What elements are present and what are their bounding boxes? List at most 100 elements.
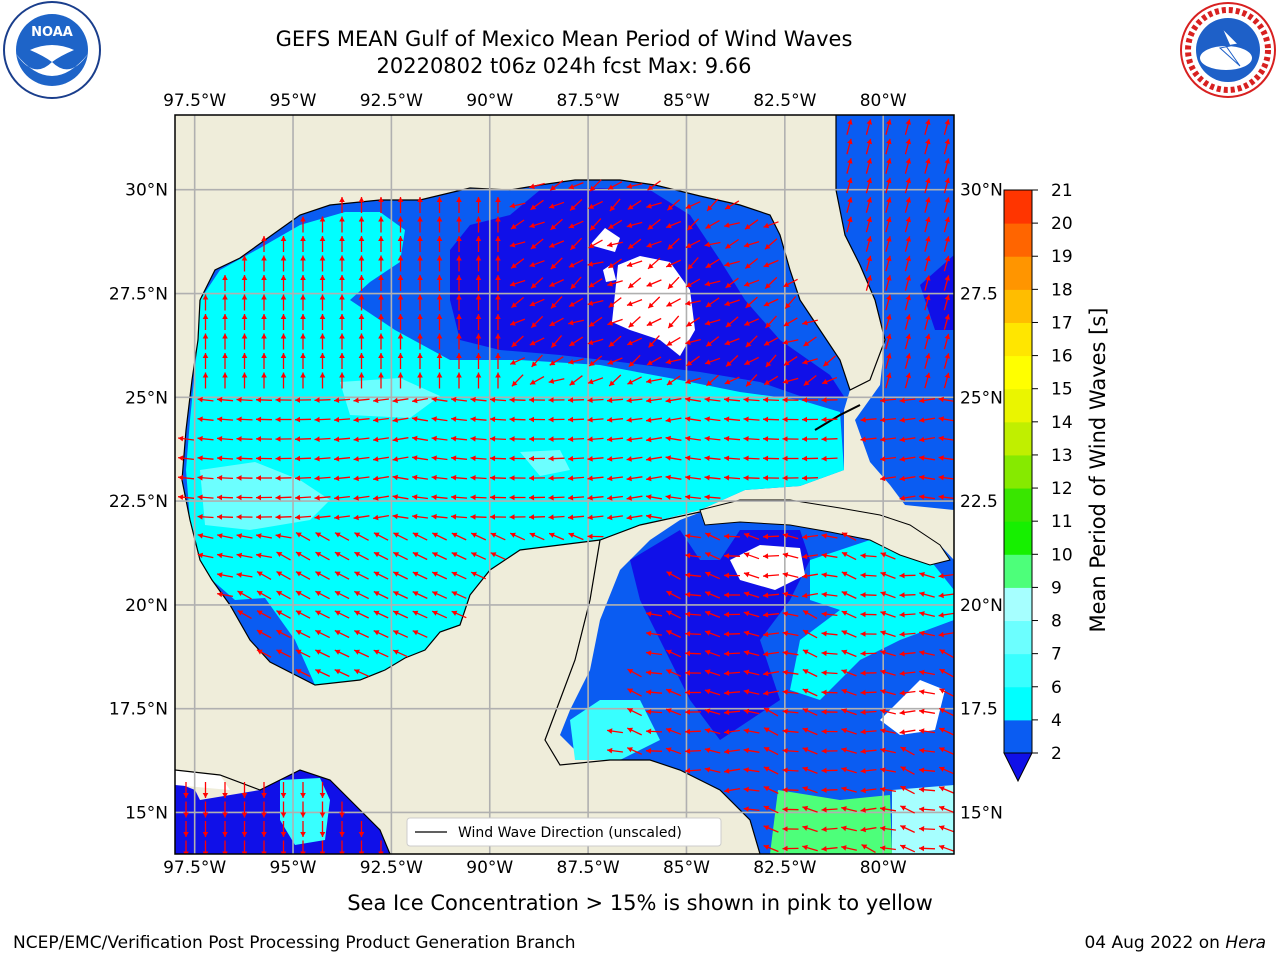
direction-arrowhead [339, 314, 345, 319]
direction-arrowhead [495, 236, 501, 241]
direction-arrowhead [880, 845, 886, 851]
direction-arrowhead [456, 333, 462, 339]
colorbar-label: Mean Period of Wind Waves [s] [1086, 308, 1110, 633]
direction-arrowhead [334, 416, 340, 423]
direction-arrowhead [886, 372, 892, 379]
direction-arrowhead [451, 396, 457, 403]
direction-arrowhead [392, 513, 398, 520]
direction-arrowhead [314, 514, 320, 521]
direction-arrowhead [880, 417, 886, 423]
direction-arrowhead [319, 793, 326, 798]
direction-arrowhead [944, 294, 950, 301]
direction-arrowhead [763, 825, 770, 831]
direction-arrowhead [743, 728, 750, 734]
colorbar-extend-arrow [1003, 752, 1033, 783]
direction-arrowhead [222, 333, 228, 339]
direction-arrowhead [939, 727, 945, 733]
legend: Wind Wave Direction (unscaled) [406, 817, 722, 847]
direction-arrowhead [685, 203, 692, 209]
y-tick-label-left: 22.5°N [109, 492, 168, 512]
direction-arrowhead [509, 494, 515, 501]
direction-arrowhead [704, 669, 711, 675]
direction-arrowhead [222, 793, 228, 798]
direction-arrowhead [860, 768, 866, 774]
direction-arrowhead [938, 474, 944, 481]
direction-arrowhead [802, 573, 808, 579]
direction-arrowhead [587, 339, 594, 346]
direction-arrowhead [490, 436, 496, 442]
direction-arrowhead [938, 612, 944, 618]
coastline-pacific [175, 769, 391, 854]
direction-arrowhead [568, 494, 574, 501]
direction-arrowhead [392, 417, 398, 423]
direction-arrowhead [685, 572, 691, 578]
direction-arrowhead [724, 340, 731, 346]
direction-arrowhead [627, 301, 633, 307]
direction-arrowhead [626, 436, 632, 443]
direction-arrowhead [782, 708, 788, 715]
direction-arrowhead [666, 630, 672, 636]
colorbar-segment [1004, 719, 1032, 754]
direction-arrowhead [339, 812, 345, 818]
direction-arrowhead [417, 294, 423, 300]
direction-arrowhead [529, 494, 535, 501]
direction-arrowhead [939, 766, 945, 772]
direction-arrowhead [745, 263, 751, 269]
direction-arrowhead [373, 591, 380, 597]
direction-arrowhead [646, 611, 652, 617]
direction-arrowhead [509, 475, 515, 481]
direction-arrowhead [529, 397, 534, 403]
direction-arrowhead [456, 372, 462, 378]
direction-arrowhead [241, 353, 248, 358]
direction-arrowhead [451, 571, 458, 577]
direction-arrowhead [412, 552, 419, 558]
direction-arrowhead [626, 397, 632, 404]
direction-arrowhead [319, 333, 326, 339]
direction-arrowhead [763, 747, 770, 753]
direction-arrowhead [397, 314, 404, 319]
chart-subtitle: 20220802 t06z 024h fcst Max: 9.66 [376, 54, 752, 78]
x-tick-label-top: 82.5°W [753, 91, 816, 111]
direction-arrowhead [763, 533, 769, 540]
direction-arrowhead [725, 204, 731, 210]
direction-arrowhead [687, 224, 693, 231]
direction-arrowhead [378, 333, 384, 339]
direction-arrowhead [451, 435, 457, 442]
direction-arrowhead [334, 630, 341, 636]
direction-arrowhead [665, 455, 671, 461]
direction-arrowhead [783, 360, 790, 366]
direction-arrowhead [412, 416, 418, 422]
direction-arrowhead [217, 552, 223, 559]
colorbar-segment [1004, 322, 1032, 357]
x-tick-label-top: 90°W [466, 91, 513, 111]
direction-arrowhead [412, 397, 418, 404]
direction-arrowhead [939, 688, 946, 694]
direction-arrowhead [763, 690, 769, 696]
no-data-patch [612, 256, 695, 356]
colorbar-tick-label: 18 [1051, 280, 1073, 300]
direction-arrowhead [705, 223, 712, 229]
direction-arrowhead [704, 747, 711, 753]
direction-arrowhead [202, 793, 209, 798]
direction-arrowhead [841, 845, 847, 851]
no-data-patch [880, 680, 945, 735]
direction-arrowhead [300, 294, 306, 300]
direction-arrowhead [841, 552, 848, 558]
direction-arrowhead [412, 455, 418, 461]
direction-arrowhead [802, 844, 808, 851]
direction-arrowhead [925, 158, 931, 164]
direction-arrowhead [397, 275, 404, 280]
direction-arrowhead [261, 333, 267, 339]
direction-arrowhead [821, 591, 827, 598]
direction-arrowhead [217, 396, 223, 403]
direction-arrowhead [925, 119, 931, 125]
direction-arrowhead [686, 360, 693, 366]
direction-arrowhead [724, 611, 729, 618]
direction-arrowhead [280, 832, 287, 837]
direction-arrowhead [666, 340, 673, 346]
direction-arrowhead [665, 494, 671, 500]
direction-arrowhead [197, 552, 204, 559]
legend-label: Wind Wave Direction (unscaled) [458, 825, 682, 841]
direction-arrowhead [919, 611, 925, 617]
direction-arrowhead [646, 281, 653, 287]
